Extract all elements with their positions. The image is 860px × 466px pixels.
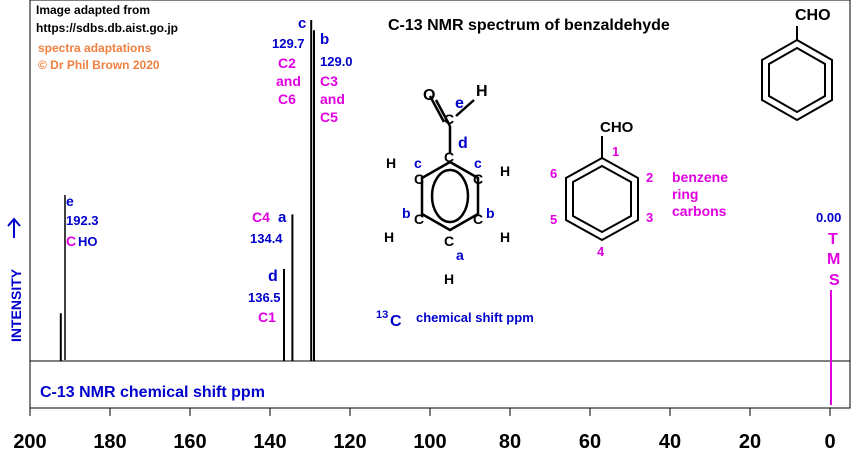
annotation: 5 bbox=[550, 212, 557, 227]
annotation: 13 bbox=[376, 309, 388, 321]
annotation: 4 bbox=[597, 244, 605, 259]
annotation: C bbox=[444, 149, 454, 165]
y-axis-label: INTENSITY bbox=[8, 268, 24, 342]
x-tick-label: 160 bbox=[173, 431, 206, 453]
annotation: H bbox=[386, 155, 396, 171]
annotation: 129.7 bbox=[272, 36, 305, 51]
annotation: 6 bbox=[550, 166, 557, 181]
annotation: C3 bbox=[320, 73, 338, 89]
x-tick-label: 140 bbox=[253, 431, 286, 453]
annotation: C2 bbox=[278, 55, 296, 71]
annotation: C bbox=[414, 211, 424, 227]
intensity-arrow bbox=[7, 217, 21, 238]
annotation: S bbox=[829, 272, 840, 289]
annotation: c bbox=[298, 15, 306, 32]
annotation: C bbox=[414, 171, 424, 187]
annotation: 129.0 bbox=[320, 54, 353, 69]
annotation: C bbox=[66, 233, 76, 249]
x-tick-label: 20 bbox=[739, 431, 761, 453]
annotation: d bbox=[268, 268, 278, 285]
annotation: 2 bbox=[646, 170, 653, 185]
x-tick-label: 0 bbox=[824, 431, 835, 453]
annotation: chemical shift ppm bbox=[416, 310, 534, 325]
annotation: C bbox=[473, 171, 483, 187]
annotation: and bbox=[276, 73, 301, 89]
x-tick-label: 200 bbox=[13, 431, 46, 453]
plot-frame bbox=[29, 0, 851, 409]
annotation: ring bbox=[672, 186, 698, 202]
annotation: H bbox=[444, 271, 454, 287]
x-tick-label: 40 bbox=[659, 431, 681, 453]
annotation: c bbox=[474, 155, 482, 171]
x-tick-label: 80 bbox=[499, 431, 521, 453]
annotation: © Dr Phil Brown 2020 bbox=[38, 58, 160, 72]
annotation: HO bbox=[78, 234, 98, 249]
annotation: H bbox=[384, 229, 394, 245]
annotation: b bbox=[486, 205, 495, 221]
annotation: 192.3 bbox=[66, 213, 99, 228]
annotation: H bbox=[500, 163, 510, 179]
annotation: carbons bbox=[672, 203, 727, 219]
annotation: H bbox=[500, 229, 510, 245]
annotation: benzene bbox=[672, 169, 728, 185]
ring-drawing bbox=[565, 26, 833, 242]
annotation: a bbox=[456, 247, 464, 263]
annotation: C bbox=[390, 313, 402, 330]
x-tick-label: 120 bbox=[333, 431, 366, 453]
annotation: 1 bbox=[612, 144, 619, 159]
annotation: Image adapted from bbox=[36, 3, 150, 17]
annotation: CHO bbox=[795, 7, 831, 24]
annotation: e bbox=[455, 95, 464, 112]
annotation: C bbox=[473, 211, 483, 227]
annotation: 0.00 bbox=[816, 210, 841, 225]
annotation: C bbox=[444, 233, 454, 249]
annotation: C4 bbox=[252, 209, 270, 225]
annotation: M bbox=[827, 251, 840, 268]
annotation: d bbox=[458, 135, 468, 152]
annotation: https://sdbs.db.aist.go.jp bbox=[36, 21, 178, 35]
annotation: c bbox=[414, 155, 422, 171]
annotation: b bbox=[320, 31, 329, 48]
x-tick-label: 180 bbox=[93, 431, 126, 453]
annotation: b bbox=[402, 205, 411, 221]
chart-title: C-13 NMR spectrum of benzaldehyde bbox=[388, 17, 670, 34]
annotation: C6 bbox=[278, 91, 296, 107]
annotation: 134.4 bbox=[250, 231, 283, 246]
annotation: e bbox=[66, 193, 74, 209]
annotation: T bbox=[828, 231, 838, 248]
annotation: 136.5 bbox=[248, 290, 281, 305]
x-axis-label: C-13 NMR chemical shift ppm bbox=[40, 384, 265, 401]
annotation: 3 bbox=[646, 210, 653, 225]
annotation: H bbox=[476, 83, 488, 100]
annotation: C5 bbox=[320, 109, 338, 125]
annotation: and bbox=[320, 91, 345, 107]
annotation: C bbox=[444, 111, 454, 127]
annotation: a bbox=[278, 209, 287, 226]
annotation: CHO bbox=[600, 119, 634, 136]
annotation: spectra adaptations bbox=[38, 41, 152, 55]
x-tick-label: 60 bbox=[579, 431, 601, 453]
annotation: O bbox=[423, 87, 435, 104]
molecule bbox=[420, 95, 480, 232]
x-tick-label: 100 bbox=[413, 431, 446, 453]
annotation: C1 bbox=[258, 309, 276, 325]
